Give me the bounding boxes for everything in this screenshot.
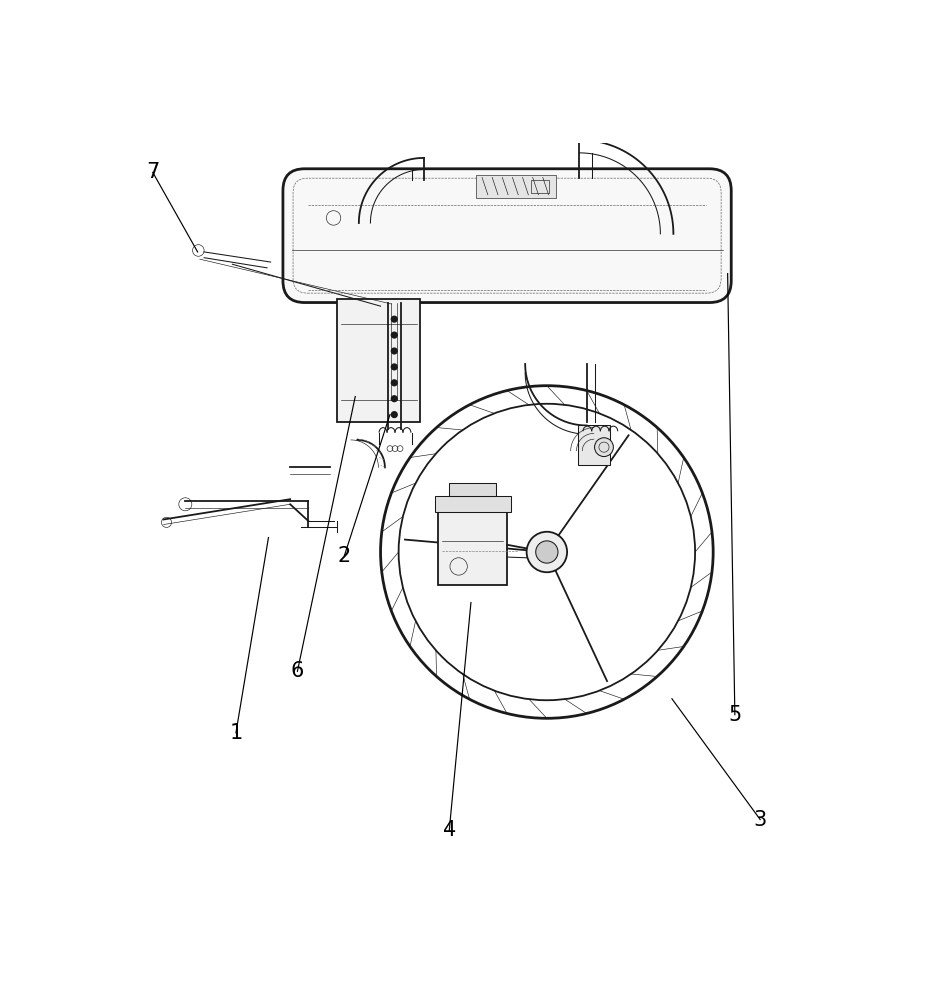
Text: 7: 7 — [146, 162, 160, 182]
Text: 2: 2 — [338, 546, 351, 566]
Circle shape — [526, 532, 567, 572]
Circle shape — [392, 348, 397, 354]
Bar — [435, 496, 510, 512]
Circle shape — [392, 332, 397, 338]
Bar — [450, 483, 496, 496]
Circle shape — [392, 396, 397, 402]
Circle shape — [392, 364, 397, 370]
Circle shape — [536, 541, 558, 563]
FancyBboxPatch shape — [283, 169, 731, 303]
Bar — [337, 299, 420, 422]
Bar — [578, 425, 610, 465]
Circle shape — [392, 380, 397, 386]
Text: 6: 6 — [291, 661, 304, 681]
Bar — [531, 180, 549, 193]
Text: 4: 4 — [442, 820, 456, 840]
Text: 1: 1 — [230, 723, 243, 743]
Circle shape — [392, 412, 397, 418]
Text: 3: 3 — [754, 810, 767, 830]
Circle shape — [594, 438, 613, 457]
Bar — [476, 175, 556, 198]
Circle shape — [392, 316, 397, 322]
Bar — [439, 512, 508, 585]
Text: 5: 5 — [729, 705, 742, 725]
